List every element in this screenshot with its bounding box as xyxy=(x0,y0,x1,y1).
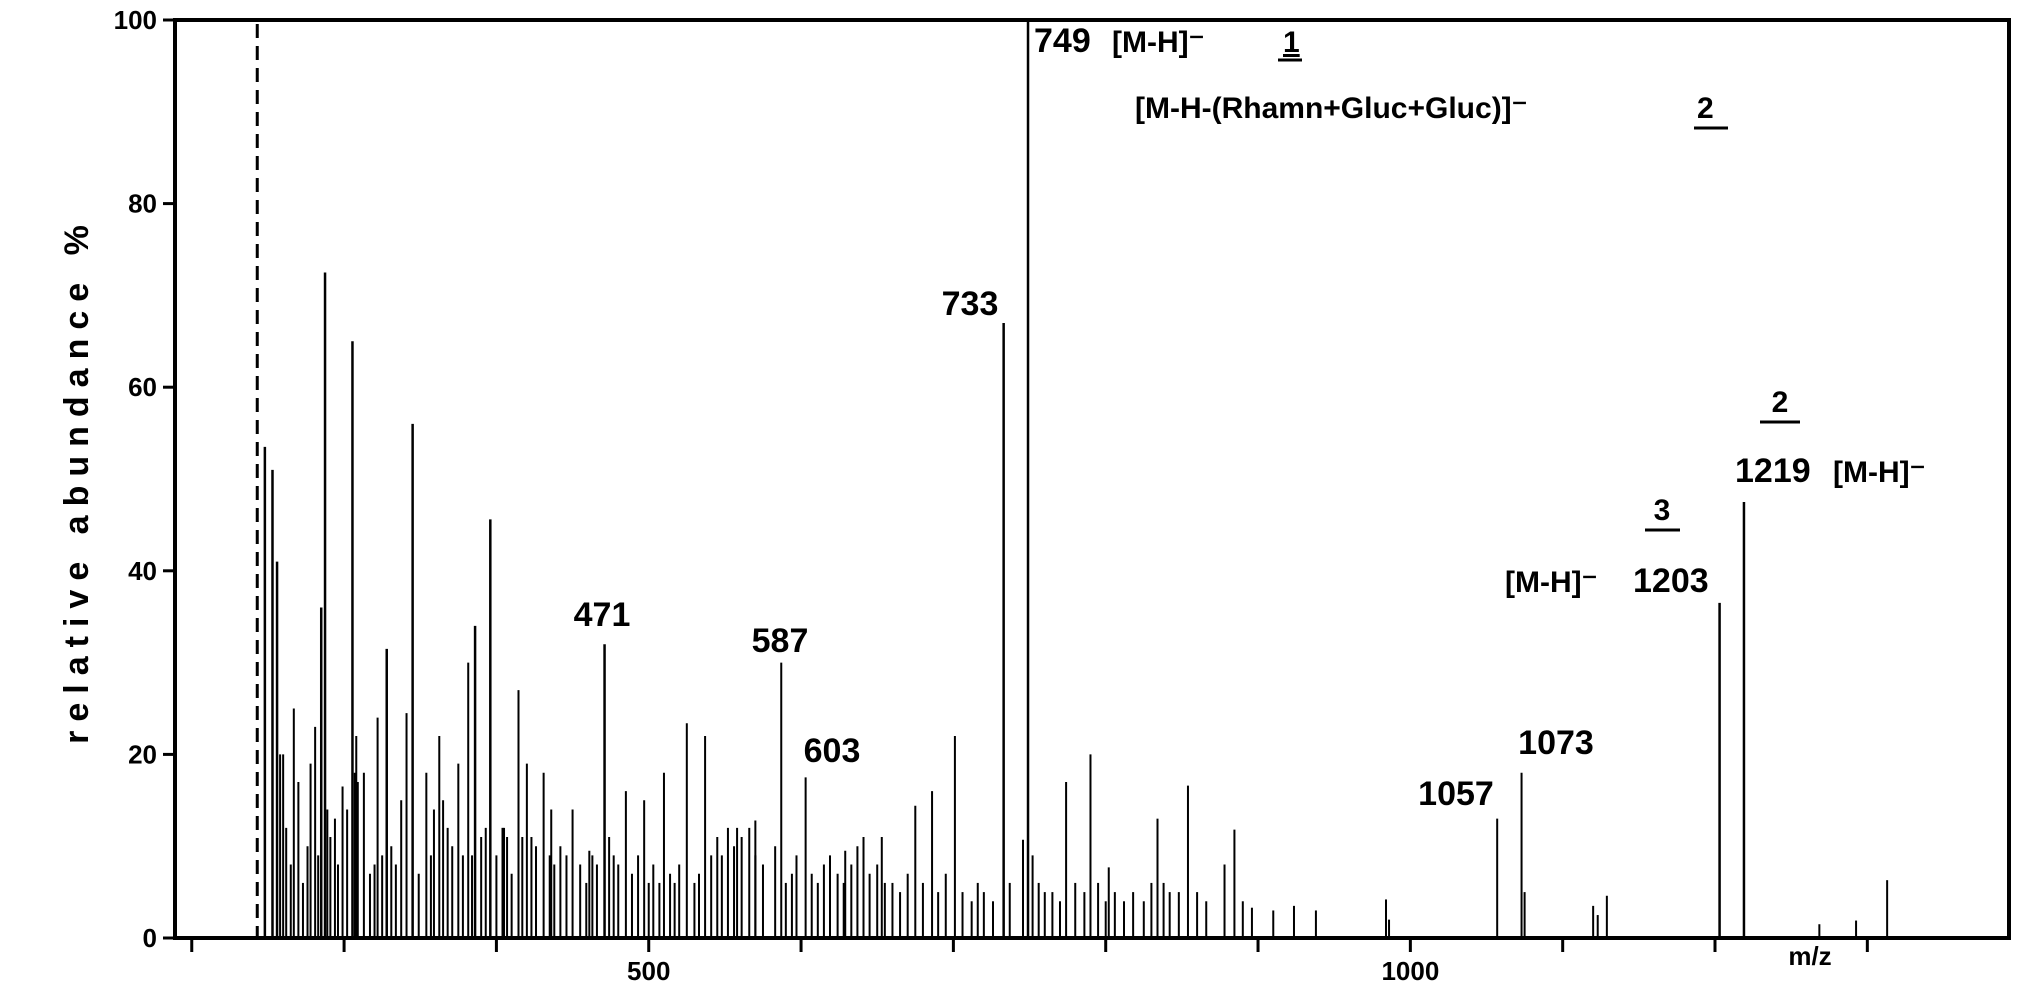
ion-label-749: [M-H]⁻ xyxy=(1112,26,1204,59)
peak-label-1203: 1203 xyxy=(1633,562,1709,600)
fragment-ion-label: [M-H-(Rhamn+Gluc+Gluc)]⁻ xyxy=(1135,92,1528,125)
peak-label-603: 603 xyxy=(804,732,861,770)
compound-label-1: 1 xyxy=(1283,26,1300,59)
peak-label-733: 733 xyxy=(942,285,999,323)
y-tick-label-80: 80 xyxy=(128,189,157,219)
x-tick-label-1000: 1000 xyxy=(1381,956,1439,986)
y-axis-title: relative abundance % xyxy=(58,216,96,744)
compound-label-2: 2 xyxy=(1772,386,1789,419)
y-tick-label-100: 100 xyxy=(114,5,157,35)
x-axis-ticks: 500 1000 xyxy=(190,938,1869,986)
peak-label-1073: 1073 xyxy=(1518,724,1594,762)
y-tick-label-60: 60 xyxy=(128,372,157,402)
ion-label-1219: [M-H]⁻ xyxy=(1833,456,1925,489)
peak-label-749: 749 xyxy=(1034,22,1091,60)
x-tick-label-500: 500 xyxy=(627,956,670,986)
compound-label-2-fragment: 2 xyxy=(1697,92,1714,125)
y-tick-label-40: 40 xyxy=(128,556,157,586)
plot-frame xyxy=(173,18,2011,940)
x-axis-title: m/z xyxy=(1788,941,1831,971)
y-tick-label-20: 20 xyxy=(128,739,157,769)
compound-label-3: 3 xyxy=(1654,494,1671,527)
y-axis-ticks: 0 20 40 60 80 100 xyxy=(114,5,175,953)
peak-series xyxy=(263,20,1889,938)
peak-label-1057: 1057 xyxy=(1418,775,1494,813)
y-tick-label-0: 0 xyxy=(143,923,157,953)
peak-label-1219: 1219 xyxy=(1735,452,1811,490)
ion-label-1203: [M-H]⁻ xyxy=(1505,566,1597,599)
peak-label-471: 471 xyxy=(574,596,631,634)
peak-label-587: 587 xyxy=(752,622,809,660)
